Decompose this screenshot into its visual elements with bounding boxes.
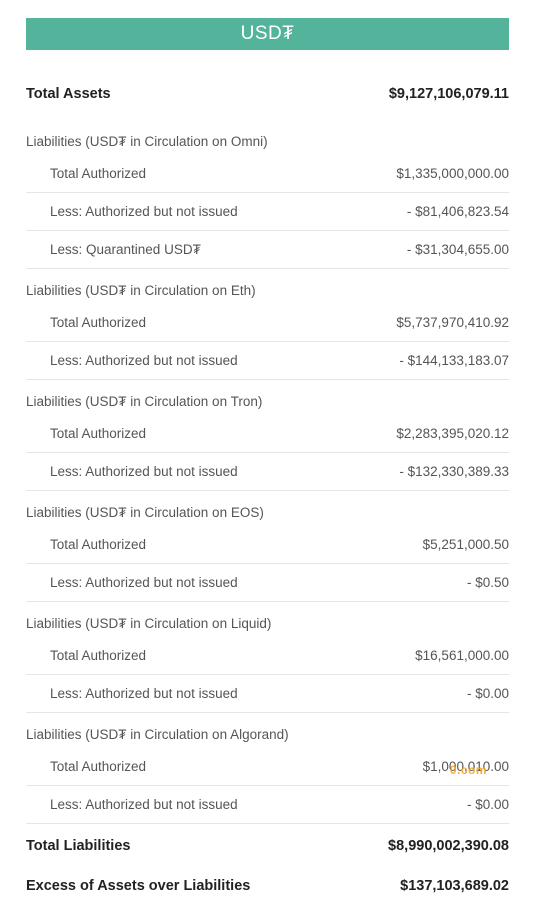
- section-eth-title: Liabilities (USD₮ in Circulation on Eth): [26, 283, 256, 298]
- tron-row-1-label: Less: Authorized but not issued: [26, 464, 238, 479]
- algorand-row-0: Total Authorized $1,000,010.00: [26, 748, 509, 786]
- liquid-row-0-label: Total Authorized: [26, 648, 146, 663]
- watermark-text: 0.com: [450, 763, 487, 777]
- eth-row-1: Less: Authorized but not issued - $144,1…: [26, 342, 509, 380]
- omni-row-2-label: Less: Quarantined USD₮: [26, 242, 201, 257]
- liquid-row-1: Less: Authorized but not issued - $0.00: [26, 675, 509, 713]
- tron-row-1: Less: Authorized but not issued - $132,3…: [26, 453, 509, 491]
- liquid-row-1-label: Less: Authorized but not issued: [26, 686, 238, 701]
- algorand-row-1-value: - $0.00: [467, 797, 509, 812]
- section-tron-title-row: Liabilities (USD₮ in Circulation on Tron…: [26, 380, 509, 415]
- header-title: USD₮: [241, 23, 295, 44]
- eth-row-1-value: - $144,133,183.07: [399, 353, 509, 368]
- excess-value: $137,103,689.02: [400, 878, 509, 894]
- section-eos-title: Liabilities (USD₮ in Circulation on EOS): [26, 505, 264, 520]
- tron-row-0-label: Total Authorized: [26, 426, 146, 441]
- section-tron-title: Liabilities (USD₮ in Circulation on Tron…: [26, 394, 262, 409]
- liquid-row-0-value: $16,561,000.00: [415, 648, 509, 663]
- total-liabilities-label: Total Liabilities: [26, 838, 130, 854]
- omni-row-1-label: Less: Authorized but not issued: [26, 204, 238, 219]
- eos-row-1-label: Less: Authorized but not issued: [26, 575, 238, 590]
- section-liquid-title-row: Liabilities (USD₮ in Circulation on Liqu…: [26, 602, 509, 637]
- eos-row-1: Less: Authorized but not issued - $0.50: [26, 564, 509, 602]
- omni-row-0: Total Authorized $1,335,000,000.00: [26, 155, 509, 193]
- liquid-row-1-value: - $0.00: [467, 686, 509, 701]
- eth-row-0-label: Total Authorized: [26, 315, 146, 330]
- algorand-row-1: Less: Authorized but not issued - $0.00: [26, 786, 509, 824]
- tron-row-0: Total Authorized $2,283,395,020.12: [26, 415, 509, 453]
- algorand-row-0-label: Total Authorized: [26, 759, 146, 774]
- omni-row-2-value: - $31,304,655.00: [407, 242, 509, 257]
- section-omni-title-row: Liabilities (USD₮ in Circulation on Omni…: [26, 120, 509, 155]
- omni-row-0-value: $1,335,000,000.00: [396, 166, 509, 181]
- eth-row-0: Total Authorized $5,737,970,410.92: [26, 304, 509, 342]
- section-algorand-title: Liabilities (USD₮ in Circulation on Algo…: [26, 727, 289, 742]
- algorand-row-1-label: Less: Authorized but not issued: [26, 797, 238, 812]
- omni-row-1: Less: Authorized but not issued - $81,40…: [26, 193, 509, 231]
- eos-row-0-value: $5,251,000.50: [423, 537, 509, 552]
- section-omni-title: Liabilities (USD₮ in Circulation on Omni…: [26, 134, 268, 149]
- omni-row-0-label: Total Authorized: [26, 166, 146, 181]
- header-bar: USD₮: [26, 18, 509, 50]
- section-eth-title-row: Liabilities (USD₮ in Circulation on Eth): [26, 269, 509, 304]
- excess-label: Excess of Assets over Liabilities: [26, 878, 250, 894]
- section-algorand-title-row: Liabilities (USD₮ in Circulation on Algo…: [26, 713, 509, 748]
- eth-row-0-value: $5,737,970,410.92: [396, 315, 509, 330]
- tron-row-1-value: - $132,330,389.33: [399, 464, 509, 479]
- total-assets-label: Total Assets: [26, 86, 111, 102]
- tron-row-0-value: $2,283,395,020.12: [396, 426, 509, 441]
- liquid-row-0: Total Authorized $16,561,000.00: [26, 637, 509, 675]
- excess-row: Excess of Assets over Liabilities $137,1…: [26, 872, 509, 912]
- eos-row-0-label: Total Authorized: [26, 537, 146, 552]
- total-assets-row: Total Assets $9,127,106,079.11: [26, 72, 509, 120]
- eos-row-0: Total Authorized $5,251,000.50: [26, 526, 509, 564]
- eos-row-1-value: - $0.50: [467, 575, 509, 590]
- omni-row-1-value: - $81,406,823.54: [407, 204, 509, 219]
- section-liquid-title: Liabilities (USD₮ in Circulation on Liqu…: [26, 616, 271, 631]
- section-eos-title-row: Liabilities (USD₮ in Circulation on EOS): [26, 491, 509, 526]
- omni-row-2: Less: Quarantined USD₮ - $31,304,655.00: [26, 231, 509, 269]
- total-liabilities-value: $8,990,002,390.08: [388, 838, 509, 854]
- total-liabilities-row: Total Liabilities $8,990,002,390.08: [26, 824, 509, 872]
- total-assets-value: $9,127,106,079.11: [389, 86, 509, 102]
- eth-row-1-label: Less: Authorized but not issued: [26, 353, 238, 368]
